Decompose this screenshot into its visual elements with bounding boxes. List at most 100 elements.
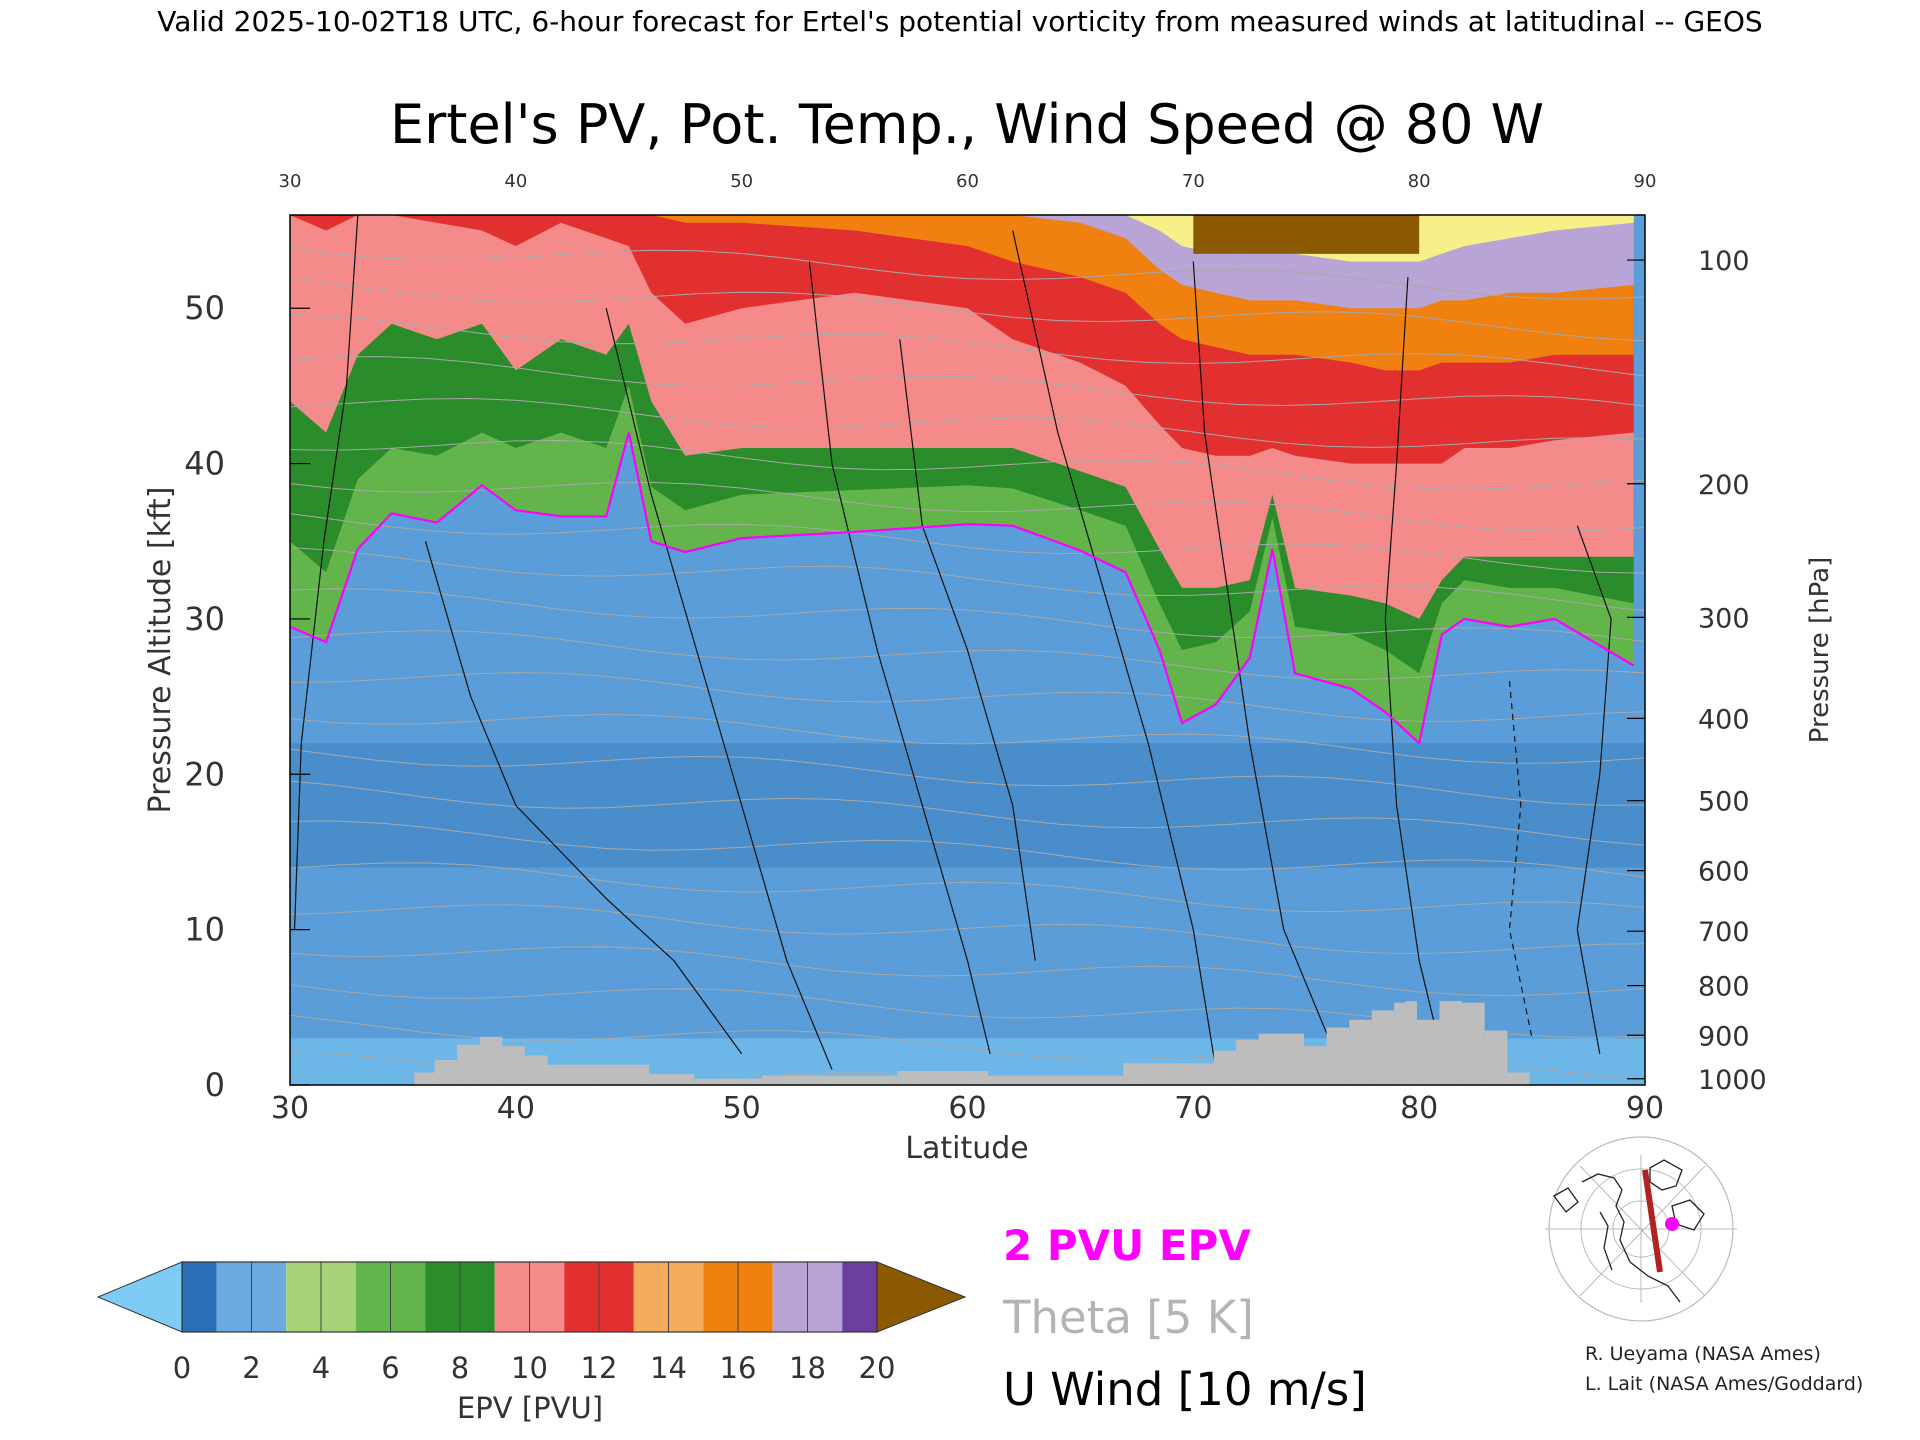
colorbar-label: EPV [PVU]	[457, 1391, 603, 1425]
theta-contour	[290, 439, 1645, 490]
u-wind-contour	[1012, 230, 1217, 1070]
tropopause-2pvu	[290, 432, 1635, 746]
x-tick-label: 40	[497, 1091, 535, 1126]
colorbar-segment	[286, 1262, 321, 1332]
theta-contour	[290, 481, 1645, 532]
u-wind-contour	[605, 308, 833, 1070]
x-tick-label-top: 30	[279, 171, 302, 192]
credit-line-1: R. Ueyama (NASA Ames)	[1585, 1343, 1821, 1365]
u-wind-contour	[1576, 525, 1612, 1055]
pressure-tick-label: 200	[1698, 470, 1750, 501]
colorbar-segment	[216, 1262, 252, 1332]
terrain-block	[414, 1072, 435, 1085]
theta-contour	[290, 780, 1645, 846]
terrain-block	[1394, 1002, 1406, 1085]
terrain-block	[762, 1075, 898, 1085]
theta-contour	[290, 946, 1645, 997]
y-axis-label-right: Pressure [hPa]	[1805, 557, 1835, 744]
x-axis-label: Latitude	[905, 1131, 1028, 1166]
pressure-tick-label: 800	[1698, 972, 1750, 1003]
theta-contour	[290, 513, 1645, 574]
theta-contour	[290, 547, 1645, 612]
mid-troposphere-shading	[290, 743, 1645, 868]
colorbar-segment	[633, 1262, 669, 1332]
colorbar-segment	[390, 1262, 426, 1332]
colorbar-tick-label: 8	[451, 1351, 469, 1385]
terrain-block	[524, 1055, 548, 1085]
colorbar-overflow-arrow	[876, 1261, 967, 1333]
u-wind-contour	[808, 261, 991, 1055]
colorbar-tick-label: 6	[381, 1351, 399, 1385]
theta-contour	[290, 588, 1645, 643]
theta-contours	[290, 247, 1645, 1085]
x-tick-label-top: 80	[1408, 171, 1431, 192]
terrain-block	[592, 1064, 650, 1085]
colorbar-tick-label: 20	[859, 1351, 896, 1385]
colorbar-segment	[182, 1262, 217, 1332]
terrain-block	[1304, 1046, 1327, 1085]
colorbar-segment	[321, 1262, 356, 1332]
u-wind-contour	[1192, 261, 1330, 1039]
x-tick-label: 60	[948, 1091, 986, 1126]
theta-contour	[290, 672, 1645, 722]
x-tick-label-top: 70	[1182, 171, 1205, 192]
terrain-block	[1484, 1030, 1508, 1085]
terrain-block	[1371, 1010, 1395, 1085]
u-wind-contour	[899, 339, 1036, 961]
terrain-block	[1439, 1001, 1463, 1085]
pressure-tick-label: 100	[1698, 246, 1750, 277]
terrain-block	[897, 1071, 988, 1085]
colorbar-segment	[738, 1262, 773, 1332]
plot-frame	[289, 214, 1646, 1086]
chart-title: Ertel's PV, Pot. Temp., Wind Speed @ 80 …	[390, 93, 1544, 156]
theta-contour	[290, 356, 1645, 407]
pressure-tick-label: 400	[1698, 704, 1750, 735]
u-wind-contour-negative	[1508, 681, 1533, 1039]
theta-contour	[290, 904, 1645, 955]
pressure-tick-label: 300	[1698, 603, 1750, 634]
x-tick-label: 50	[723, 1091, 761, 1126]
colorbar-segment	[425, 1262, 460, 1332]
tropopause-2pvu-line	[290, 432, 1635, 746]
colorbar-tick-label: 18	[789, 1351, 826, 1385]
terrain-block	[1213, 1050, 1237, 1085]
u-wind-contours	[293, 215, 1612, 1070]
terrain-block	[547, 1064, 593, 1085]
colorbar-segment	[807, 1262, 843, 1332]
terrain-block	[1123, 1063, 1214, 1085]
legend-theta: Theta [5 K]	[1002, 1291, 1254, 1344]
colorbar-segment	[842, 1262, 877, 1332]
x-tick-label: 80	[1400, 1091, 1438, 1126]
colorbar-segment	[599, 1262, 634, 1332]
x-tick-label-top: 40	[504, 171, 527, 192]
y-tick-label: 50	[184, 289, 225, 327]
location-map-inset	[1545, 1136, 1737, 1322]
terrain-block	[1349, 1019, 1372, 1085]
x-tick-label: 70	[1174, 1091, 1212, 1126]
theta-contour	[290, 713, 1645, 764]
terrain-block	[479, 1036, 503, 1085]
colorbar-segment	[529, 1262, 565, 1332]
colorbar-tick-label: 4	[312, 1351, 330, 1385]
terrain-block	[1507, 1072, 1530, 1085]
pressure-tick-label: 700	[1698, 917, 1750, 948]
theta-contour	[290, 397, 1645, 448]
colorbar-segment	[494, 1262, 530, 1332]
terrain-block	[649, 1074, 695, 1085]
pressure-tick-label: 900	[1698, 1021, 1750, 1052]
x-tick-label-top: 50	[730, 171, 753, 192]
x-tick-label-top: 60	[956, 171, 979, 192]
theta-contour	[290, 820, 1645, 878]
colorbar-tick-label: 14	[650, 1351, 687, 1385]
legend-uwind: U Wind [10 m/s]	[1003, 1363, 1367, 1416]
y-tick-label: 30	[184, 600, 225, 638]
terrain-block	[1236, 1039, 1259, 1085]
x-tick-label-top: 90	[1634, 171, 1657, 192]
epv-fill-bands	[290, 215, 1634, 744]
terrain-block	[1462, 1002, 1485, 1085]
y-tick-label: 10	[184, 911, 225, 949]
axes: 3030404050506060707080809090010203040501…	[184, 171, 1766, 1126]
terrain-block	[987, 1075, 1124, 1085]
terrain-block	[457, 1044, 480, 1085]
